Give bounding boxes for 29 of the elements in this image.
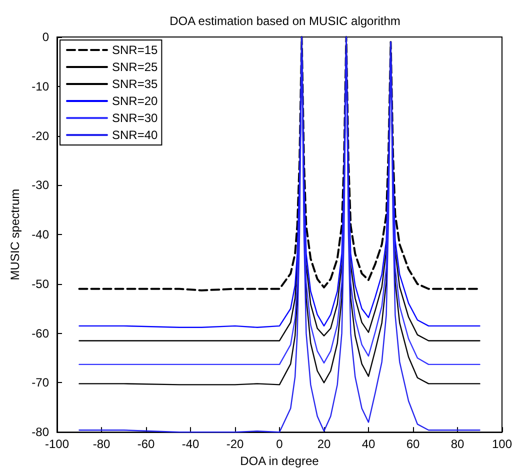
legend-label: SNR=20 (112, 94, 158, 108)
legend-label: SNR=40 (112, 128, 158, 142)
x-tick-label: 80 (450, 437, 464, 452)
y-tick-label: -50 (32, 276, 50, 291)
x-tick-label: 60 (406, 437, 420, 452)
x-tick-label: -80 (92, 437, 110, 452)
legend-label: SNR=35 (112, 77, 158, 91)
x-tick-label: -40 (182, 437, 200, 452)
y-axis-title: MUSIC spectrum (8, 188, 22, 280)
x-tick-label: 0 (276, 437, 284, 452)
y-tick-label: -70 (32, 376, 50, 390)
x-tick-label: 40 (362, 437, 376, 452)
x-tick-label: -20 (226, 437, 244, 452)
y-tick-label: -10 (32, 79, 50, 94)
x-tick-label: 20 (317, 437, 331, 452)
y-tick-label: -20 (32, 128, 50, 143)
legend-label: SNR=25 (112, 60, 158, 74)
x-tick-label: -60 (137, 437, 155, 452)
y-tick-label: -30 (32, 178, 50, 192)
y-tick-label: 0 (42, 30, 50, 44)
y-tick-label: -40 (32, 228, 50, 242)
legend-label: SNR=15 (112, 43, 158, 57)
chart-title: DOA estimation based on MUSIC algorithm (170, 14, 400, 28)
legend-label: SNR=30 (112, 111, 158, 125)
x-tick-label: 100 (492, 437, 512, 452)
x-axis-title: DOA in degree (240, 454, 320, 468)
y-tick-label: -60 (32, 326, 50, 340)
x-tick-label: -100 (44, 437, 70, 452)
y-tick-label: -80 (32, 425, 50, 440)
